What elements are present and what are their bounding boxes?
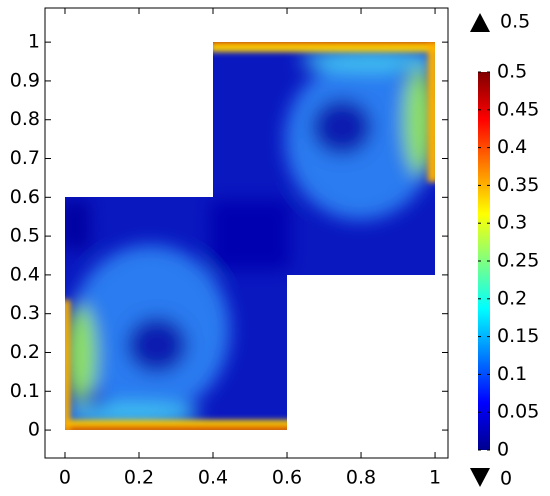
- x-tick-label: 0.6: [272, 467, 302, 489]
- x-tick-label: 0.2: [124, 467, 154, 489]
- colorbar-tick-label: 0.2: [497, 287, 527, 309]
- y-tick-label: 0: [28, 419, 40, 441]
- x-tick-label: 0.8: [346, 467, 376, 489]
- colorbar-tick-label: 0.3: [497, 212, 527, 234]
- y-tick-label: 0.3: [10, 302, 40, 324]
- y-tick-label: 0.6: [10, 186, 40, 208]
- y-tick-label: 0.4: [10, 263, 40, 285]
- colorbar-tick-label: 0.5: [497, 61, 527, 83]
- colorbar-tick-label: 0.35: [497, 174, 539, 196]
- y-tick-label: 0.7: [10, 147, 40, 169]
- y-tick-label: 0.1: [10, 380, 40, 402]
- colorbar-tick-label: 0.45: [497, 98, 539, 120]
- y-tick-label: 0.9: [10, 69, 40, 91]
- axes-frame: [44, 7, 449, 459]
- colorbar-tick-label: 0.4: [497, 136, 527, 158]
- max-label: 0.5: [500, 11, 530, 33]
- min-label: 0: [500, 468, 512, 490]
- max-marker: [470, 13, 490, 32]
- y-tick-label: 1: [28, 31, 40, 53]
- colorbar-tick-label: 0: [497, 439, 509, 461]
- colorbar-tick-label: 0.25: [497, 250, 539, 272]
- y-tick-label: 0.2: [10, 341, 40, 363]
- x-tick-label: 1: [429, 467, 441, 489]
- min-marker: [470, 468, 490, 487]
- colorbar-tick-label: 0.15: [497, 325, 539, 347]
- y-tick-label: 0.8: [10, 108, 40, 130]
- x-tick-label: 0: [59, 467, 71, 489]
- colorbar-tick-label: 0.1: [497, 363, 527, 385]
- y-tick-label: 0.5: [10, 225, 40, 247]
- field: [65, 42, 435, 430]
- x-tick-label: 0.4: [198, 467, 228, 489]
- colorbar: [478, 72, 490, 450]
- colorbar-tick-label: 0.05: [497, 401, 539, 423]
